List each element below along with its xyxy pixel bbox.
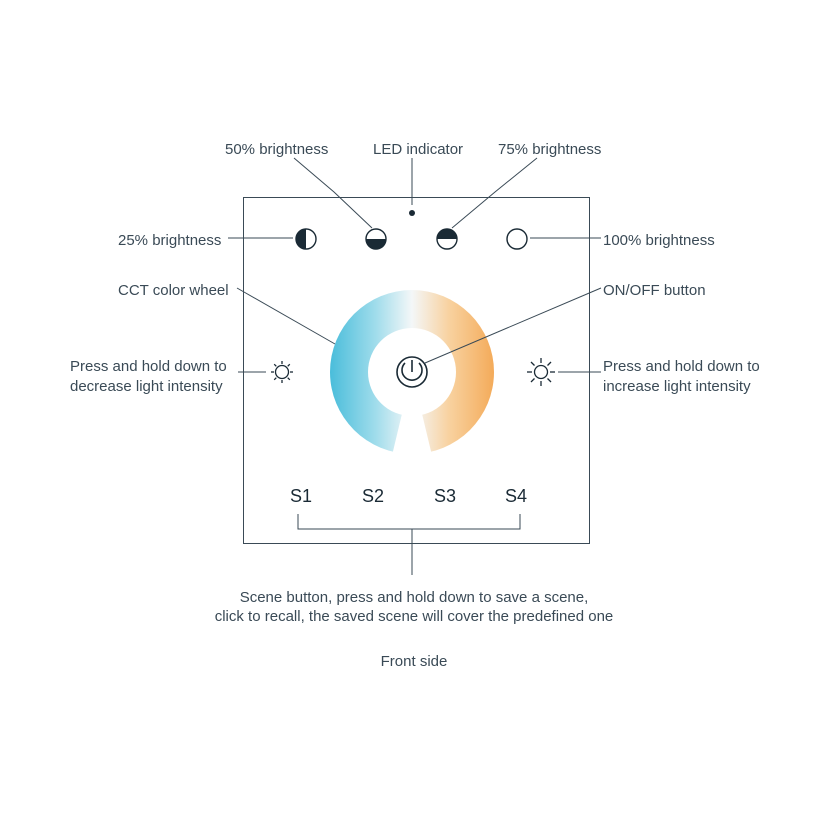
scene-bracket [298, 514, 520, 575]
brightness-100-icon[interactable] [507, 229, 527, 249]
scene-caption-line1: Scene button, press and hold down to sav… [0, 589, 828, 606]
brightness-75-icon[interactable] [437, 229, 457, 249]
scene-caption-line2: click to recall, the saved scene will co… [0, 608, 828, 625]
scene-s4-button[interactable]: S4 [505, 486, 527, 507]
increase-intensity-button[interactable] [527, 358, 555, 386]
diagram-stage: 50% brightness LED indicator 75% brightn… [0, 0, 828, 828]
label-cct-wheel: CCT color wheel [118, 281, 229, 301]
led-indicator-dot [409, 210, 415, 216]
brightness-50-icon[interactable] [366, 229, 386, 249]
label-led-indicator: LED indicator [373, 140, 463, 160]
scene-s2-button[interactable]: S2 [362, 486, 384, 507]
label-decrease-intensity: Press and hold down to decrease light in… [70, 357, 227, 396]
bottom-caption: Front side [0, 653, 828, 670]
label-75-brightness: 75% brightness [498, 140, 601, 160]
label-increase-intensity: Press and hold down to increase light in… [603, 357, 760, 396]
label-onoff: ON/OFF button [603, 281, 706, 301]
label-25-brightness: 25% brightness [118, 231, 221, 251]
scene-s3-button[interactable]: S3 [434, 486, 456, 507]
label-100-brightness: 100% brightness [603, 231, 715, 251]
svg-layer [0, 0, 828, 828]
brightness-25-icon[interactable] [296, 229, 316, 249]
decrease-intensity-button[interactable] [271, 361, 293, 383]
scene-s1-button[interactable]: S1 [290, 486, 312, 507]
label-50-brightness: 50% brightness [225, 140, 328, 160]
